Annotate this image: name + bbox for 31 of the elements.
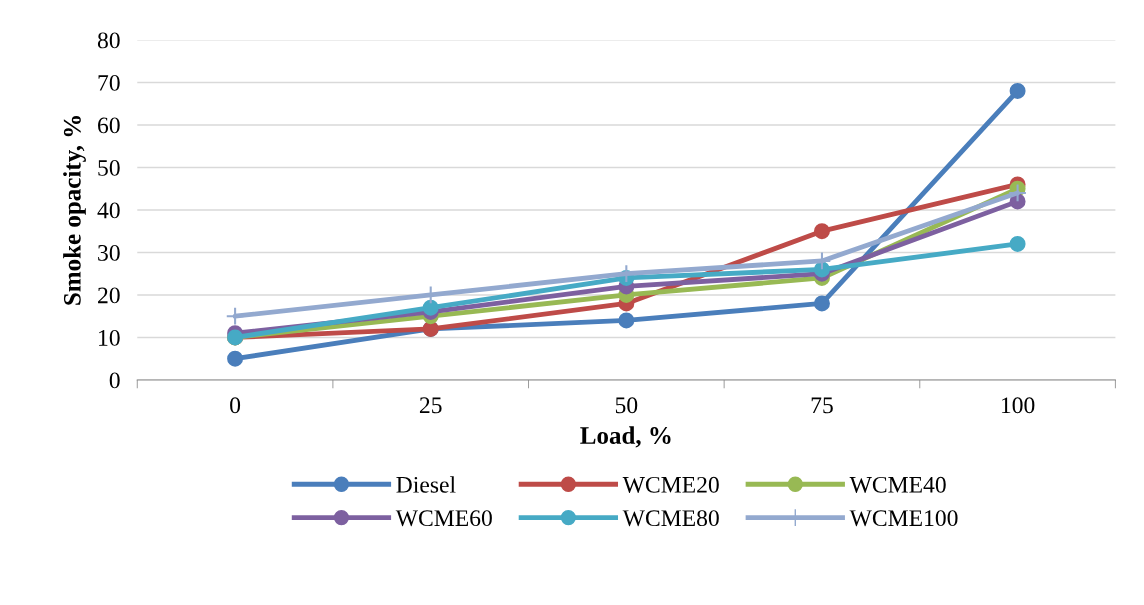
legend-label: WCME80: [622, 510, 719, 527]
y-axis-title: Smoke opacity, %: [63, 116, 86, 305]
x-tick-label: 25: [419, 397, 442, 414]
x-tick-label: 100: [1001, 397, 1035, 414]
legend-label: WCME20: [622, 476, 719, 493]
legend-label: WCME40: [849, 476, 946, 493]
point: [813, 223, 830, 240]
point: [813, 295, 830, 312]
y-tick-label: 20: [98, 287, 120, 304]
x-tick-label: 50: [615, 397, 638, 414]
y-tick-label: 50: [98, 159, 120, 176]
y-tick-label: 30: [98, 244, 120, 261]
x-tick-label: 0: [230, 397, 241, 414]
y-tick-label: 0: [109, 372, 120, 389]
point: [618, 312, 635, 329]
x-tick-label: 75: [811, 397, 833, 414]
x-axis-title: Load, %: [580, 426, 671, 448]
legend-label: WCME60: [395, 510, 492, 527]
y-tick-label: 70: [98, 74, 120, 91]
y-tick-label: 40: [97, 202, 120, 219]
legend-label: Diesel: [396, 476, 456, 493]
point: [1009, 82, 1026, 99]
point: [1008, 183, 1027, 203]
y-tick-label: 10: [99, 329, 120, 346]
point: [1009, 235, 1026, 252]
point: [227, 350, 244, 367]
legend-label: WCME100: [849, 510, 958, 527]
point: [225, 306, 245, 326]
y-tick-label: 60: [98, 117, 120, 134]
y-tick-label: 80: [97, 32, 120, 49]
point: [422, 299, 439, 316]
